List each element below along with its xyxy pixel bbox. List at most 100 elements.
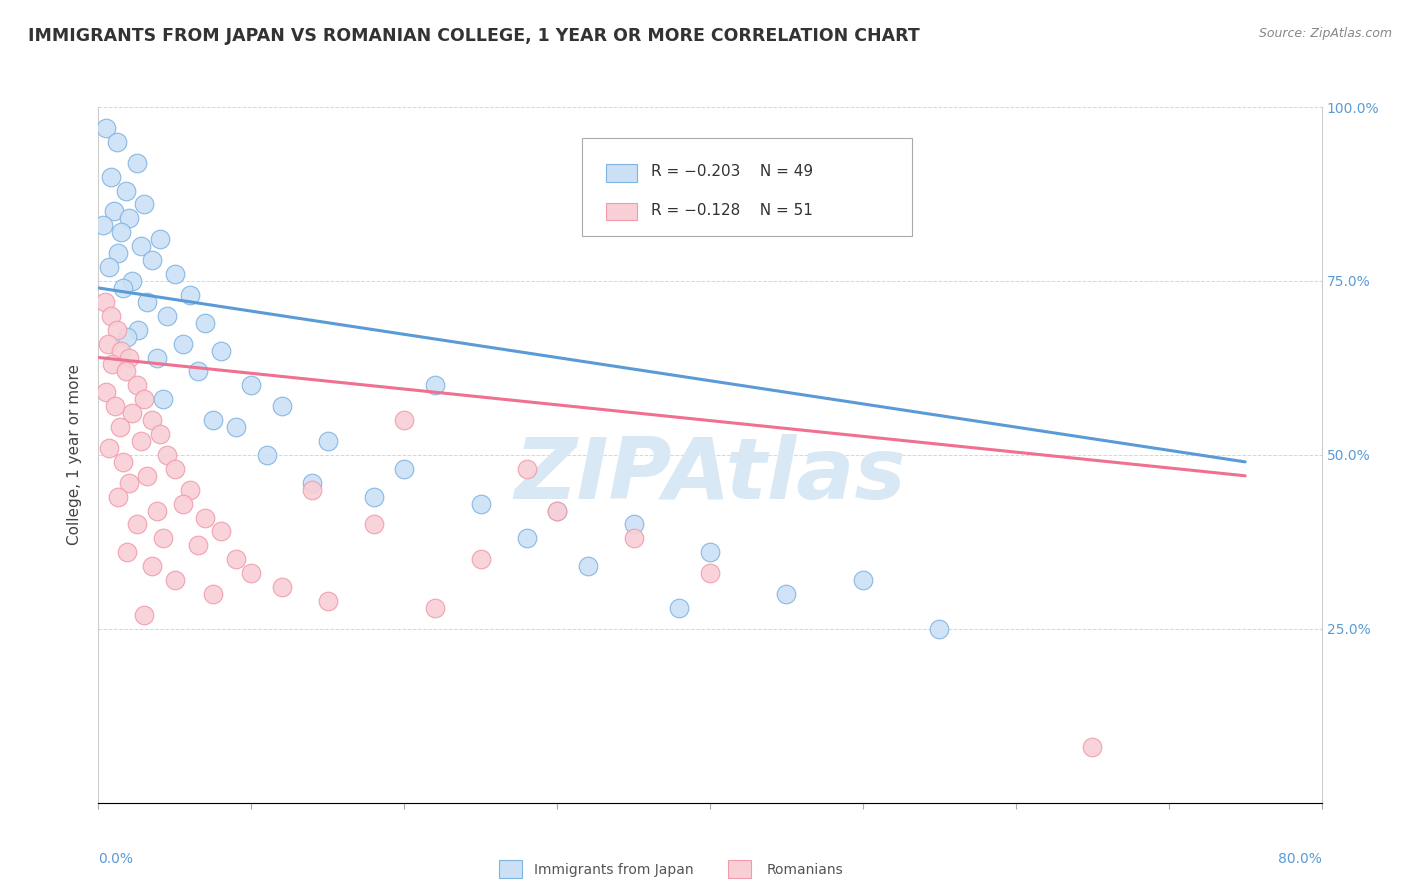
Point [668,601,690,615]
Text: 80.0%: 80.0% [1278,852,1322,865]
Point [152,392,174,407]
Point [163,462,186,476]
Text: Source: ZipAtlas.com: Source: ZipAtlas.com [1258,27,1392,40]
Point [256,448,278,462]
Point [118,351,141,365]
Point [852,573,875,587]
FancyBboxPatch shape [582,138,912,235]
Point [392,462,416,476]
Point [316,434,339,448]
Point [301,475,323,490]
Point [145,351,167,365]
Point [194,510,217,524]
Point [134,392,156,407]
Bar [606,164,637,182]
Point [194,316,217,330]
Point [392,413,416,427]
Point [516,532,538,546]
Point [187,364,209,378]
Point [94,385,117,400]
Point [470,552,492,566]
Point [209,343,232,358]
Point [928,622,950,636]
Point [108,420,131,434]
Point [141,559,163,574]
Point [149,427,172,442]
Point [134,607,156,622]
Point [270,399,294,413]
Text: R = −0.128    N = 51: R = −0.128 N = 51 [651,202,813,218]
Point [129,434,152,448]
Point [225,420,247,434]
Point [187,538,209,552]
Point [270,580,294,594]
Point [134,197,156,211]
Point [363,517,385,532]
Point [136,294,159,309]
Point [516,462,538,476]
Text: 0.0%: 0.0% [98,852,134,865]
Point [105,323,128,337]
Point [152,532,174,546]
Point [240,566,263,581]
Bar [728,860,751,878]
Point [110,343,132,358]
Point [209,524,232,539]
Point [125,155,148,169]
Point [117,329,139,343]
Point [125,378,148,392]
Point [115,364,138,378]
Text: IMMIGRANTS FROM JAPAN VS ROMANIAN COLLEGE, 1 YEAR OR MORE CORRELATION CHART: IMMIGRANTS FROM JAPAN VS ROMANIAN COLLEG… [28,27,920,45]
Point [104,399,127,413]
Point [179,483,201,497]
Point [225,552,247,566]
Point [136,468,159,483]
Point [98,260,121,274]
Point [107,490,129,504]
Point [141,253,163,268]
Point [163,573,186,587]
Point [118,211,141,226]
Text: ZIPAtlas: ZIPAtlas [515,434,905,517]
Point [163,267,186,281]
Point [1081,740,1104,755]
Point [121,406,143,420]
Point [156,309,179,323]
Point [699,566,721,581]
Point [127,323,149,337]
Point [172,497,194,511]
Y-axis label: College, 1 year or more: College, 1 year or more [67,365,83,545]
Point [316,594,339,608]
Bar [499,860,522,878]
Point [98,441,121,455]
Point [149,232,172,246]
Bar [606,202,637,220]
Point [121,274,143,288]
Point [179,288,201,302]
Point [145,503,167,517]
Point [546,503,568,517]
Point [125,517,148,532]
Point [363,490,385,504]
Point [202,587,225,601]
Point [301,483,323,497]
Point [202,413,225,427]
Point [93,294,115,309]
Point [91,219,114,233]
Point [156,448,179,462]
Point [470,497,492,511]
Point [97,336,120,351]
Point [576,559,599,574]
Point [141,413,163,427]
Point [105,135,128,149]
Point [115,184,138,198]
Point [423,601,446,615]
Point [172,336,194,351]
Point [111,281,134,295]
Text: Romanians: Romanians [766,863,844,877]
Point [699,545,721,559]
Point [110,225,132,239]
Point [623,532,645,546]
Point [101,358,124,372]
Point [775,587,797,601]
